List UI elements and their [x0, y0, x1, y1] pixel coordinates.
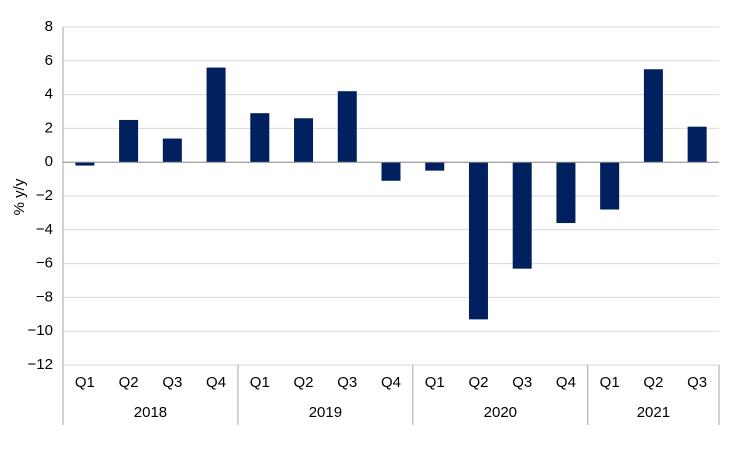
x-group-label: 2021 [637, 404, 670, 421]
x-tick-label: Q3 [337, 374, 357, 391]
y-tick-label: 0 [45, 153, 53, 170]
axes [62, 27, 720, 425]
bar [294, 118, 314, 163]
y-tick-label: 6 [45, 52, 53, 69]
bar [337, 91, 357, 163]
y-tick-label: −8 [36, 288, 53, 305]
bar [250, 113, 270, 163]
x-tick-label: Q3 [687, 374, 707, 391]
y-tick-label: −4 [36, 221, 53, 238]
bar [687, 126, 707, 163]
x-tick-label: Q4 [381, 374, 401, 391]
y-tick-label: −2 [36, 187, 53, 204]
y-tick-label: 8 [45, 18, 53, 35]
y-tick-label: −12 [28, 356, 53, 373]
x-tick-label: Q1 [250, 374, 270, 391]
x-tick-labels: Q1 Q2 Q3 Q4 Q1 Q2 Q3 Q4 Q1 Q2 Q3 Q4 Q1 Q2 Q3 [75, 374, 707, 391]
y-tick-label: 2 [45, 119, 53, 136]
bar [425, 162, 445, 171]
y-axis-title: % y/y [11, 178, 28, 215]
gridlines [63, 26, 719, 366]
bar [468, 162, 488, 320]
x-group-labels: 2018 2019 2020 2021 [134, 404, 670, 421]
x-group-label: 2020 [484, 404, 517, 421]
bar [600, 162, 620, 210]
y-tick-label: −6 [36, 255, 53, 272]
x-tick-label: Q4 [206, 374, 226, 391]
bar [119, 119, 139, 163]
y-tick-label: −10 [28, 322, 53, 339]
x-group-label: 2018 [134, 404, 167, 421]
bar [75, 162, 95, 166]
y-tick-labels: 8 6 4 2 0 −2 −4 −6 −8 −10 −12 [28, 18, 53, 373]
bar [512, 162, 532, 269]
y-tick-label: 4 [45, 86, 53, 103]
bar [206, 67, 226, 163]
x-tick-label: Q1 [75, 374, 95, 391]
x-tick-label: Q3 [512, 374, 532, 391]
bar [162, 138, 182, 163]
bars [75, 67, 707, 320]
x-tick-label: Q1 [425, 374, 445, 391]
x-tick-label: Q2 [119, 374, 139, 391]
x-tick-label: Q2 [643, 374, 663, 391]
x-tick-label: Q2 [468, 374, 488, 391]
x-tick-label: Q1 [600, 374, 620, 391]
x-group-label: 2019 [309, 404, 342, 421]
bar [643, 69, 663, 163]
x-tick-label: Q2 [294, 374, 314, 391]
x-tick-label: Q3 [162, 374, 182, 391]
x-tick-label: Q4 [556, 374, 576, 391]
bar [556, 162, 576, 224]
bar [381, 162, 401, 181]
